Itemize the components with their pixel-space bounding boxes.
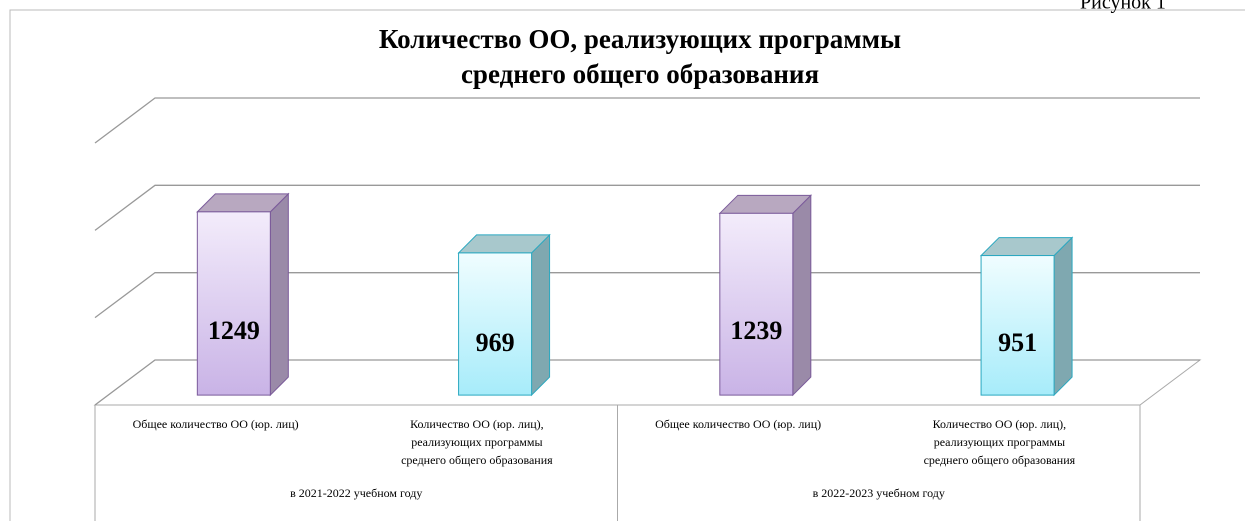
bar-side bbox=[531, 233, 551, 397]
bar bbox=[980, 255, 1055, 396]
value-label: 1249 bbox=[208, 316, 260, 345]
value-label: 1239 bbox=[730, 316, 782, 345]
x-tick-label: Общее количество ОО (юр. лиц) bbox=[655, 417, 821, 431]
grid-line bbox=[94, 272, 1200, 319]
chart-title: Количество ОО, реализующих программы bbox=[379, 24, 901, 54]
figure-label: Рисунок 1 bbox=[1080, 0, 1166, 14]
bar-side bbox=[1053, 236, 1073, 397]
x-tick-label: среднего общего образования bbox=[924, 453, 1076, 467]
x-tick-label: реализующих программы bbox=[934, 435, 1065, 449]
bar-side bbox=[792, 194, 812, 397]
x-tick-label: среднего общего образования bbox=[401, 453, 553, 467]
grid-line bbox=[94, 97, 1200, 144]
group-label: в 2022-2023 учебном году bbox=[813, 486, 945, 500]
bar bbox=[196, 211, 271, 396]
x-tick-label: реализующих программы bbox=[411, 435, 542, 449]
value-label: 969 bbox=[476, 328, 515, 357]
x-tick-label: Количество ОО (юр. лиц), bbox=[410, 417, 544, 431]
chart-title: среднего общего образования bbox=[461, 59, 819, 89]
grid-line bbox=[94, 359, 1200, 406]
grid-line bbox=[94, 184, 1200, 231]
x-tick-label: Общее количество ОО (юр. лиц) bbox=[133, 417, 299, 431]
group-label: в 2021-2022 учебном году bbox=[290, 486, 422, 500]
x-tick-label: Количество ОО (юр. лиц), bbox=[933, 417, 1067, 431]
value-label: 951 bbox=[998, 328, 1037, 357]
bar-side bbox=[269, 192, 289, 397]
chart-frame bbox=[9, 9, 1245, 521]
bar bbox=[719, 212, 794, 396]
bar bbox=[458, 252, 533, 396]
